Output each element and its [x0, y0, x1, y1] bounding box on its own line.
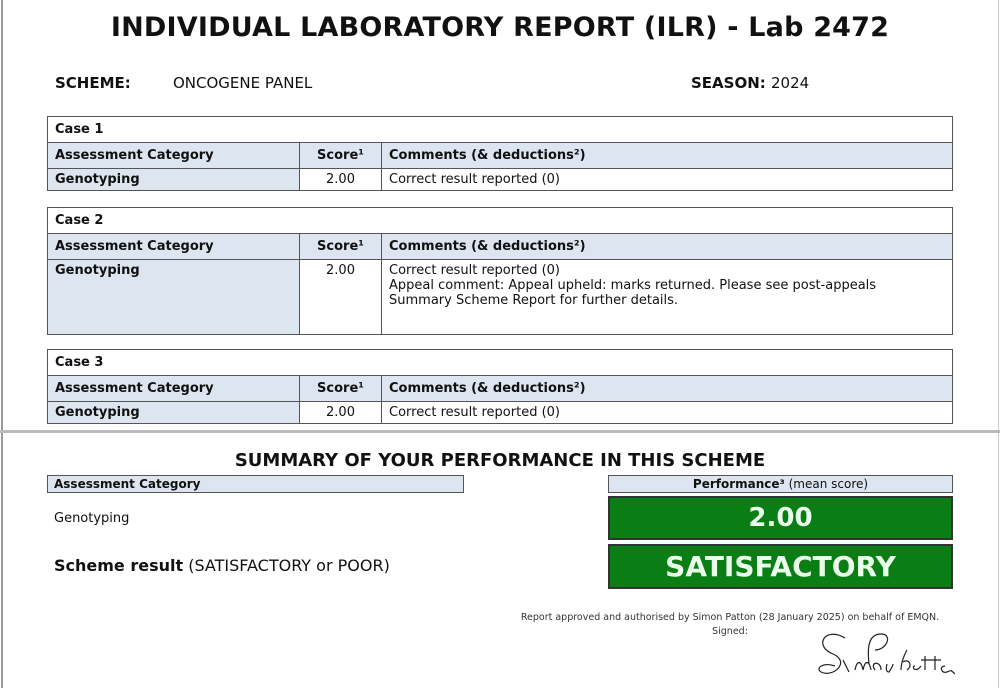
header-score: Score¹	[299, 142, 382, 169]
category-cell: Genotyping	[47, 259, 300, 335]
header-comments: Comments (& deductions²)	[381, 233, 953, 260]
case-title: Case 1	[47, 116, 953, 143]
header-score: Score¹	[299, 375, 382, 402]
category-cell: Genotyping	[47, 168, 300, 191]
comment-cell: Correct result reported (0)	[381, 401, 953, 424]
header-comments: Comments (& deductions²)	[381, 142, 953, 169]
table-row: Genotyping 2.00 Correct result reported (0…	[47, 168, 953, 191]
header-category: Assessment Category	[47, 375, 300, 402]
score-cell: 2.00	[299, 168, 382, 191]
case-title: Case 2	[47, 207, 953, 234]
scheme-result-badge: SATISFACTORY	[608, 544, 953, 589]
divider	[0, 430, 1000, 433]
header-score: Score¹	[299, 233, 382, 260]
comment-line: Correct result reported (0)	[389, 263, 560, 278]
scheme-result-options: (SATISFACTORY or POOR)	[183, 556, 390, 575]
scheme-label: SCHEME:	[55, 74, 131, 92]
header-comments: Comments (& deductions²)	[381, 375, 953, 402]
comment-line: Appeal comment: Appeal upheld: marks ret…	[389, 278, 877, 308]
performance-header: Performance³ (mean score)	[608, 475, 953, 493]
case-3-table: Case 3 Assessment Category Score¹ Comments…	[47, 349, 953, 424]
case-2-table: Case 2 Assessment Category Score¹ Comments…	[47, 207, 953, 335]
performance-note: (mean score)	[784, 477, 869, 491]
case-1-table: Case 1 Assessment Category Score¹ Comments…	[47, 116, 953, 191]
performance-label: Performance³	[692, 477, 785, 491]
summary-category: Genotyping	[54, 511, 130, 526]
score-cell: 2.00	[299, 259, 382, 335]
signed-label: Signed:	[712, 626, 748, 637]
scheme-value: ONCOGENE PANEL	[173, 74, 313, 92]
category-cell: Genotyping	[47, 401, 300, 424]
scheme-result-bold: Scheme result	[54, 556, 184, 575]
scheme-result-label: Scheme result (SATISFACTORY or POOR)	[54, 556, 390, 575]
case-title: Case 3	[47, 349, 953, 376]
summary-category-header: Assessment Category	[47, 475, 464, 493]
season-label: SEASON:	[691, 74, 766, 92]
comment-cell: Correct result reported (0) Appeal commen…	[381, 259, 953, 335]
header-category: Assessment Category	[47, 233, 300, 260]
report-title: INDIVIDUAL LABORATORY REPORT (ILR) - Lab…	[110, 12, 890, 43]
season-value: 2024	[771, 74, 810, 92]
table-row: Genotyping 2.00 Correct result reported (0…	[47, 259, 953, 335]
score-cell: 2.00	[299, 401, 382, 424]
table-row: Genotyping 2.00 Correct result reported (0…	[47, 401, 953, 424]
summary-title: SUMMARY OF YOUR PERFORMANCE IN THIS SCHE…	[234, 450, 766, 471]
header-category: Assessment Category	[47, 142, 300, 169]
comment-cell: Correct result reported (0)	[381, 168, 953, 191]
signature-image	[818, 633, 955, 675]
mean-score: 2.00	[608, 496, 953, 540]
approval-text: Report approved and authorised by Simon …	[520, 612, 940, 623]
